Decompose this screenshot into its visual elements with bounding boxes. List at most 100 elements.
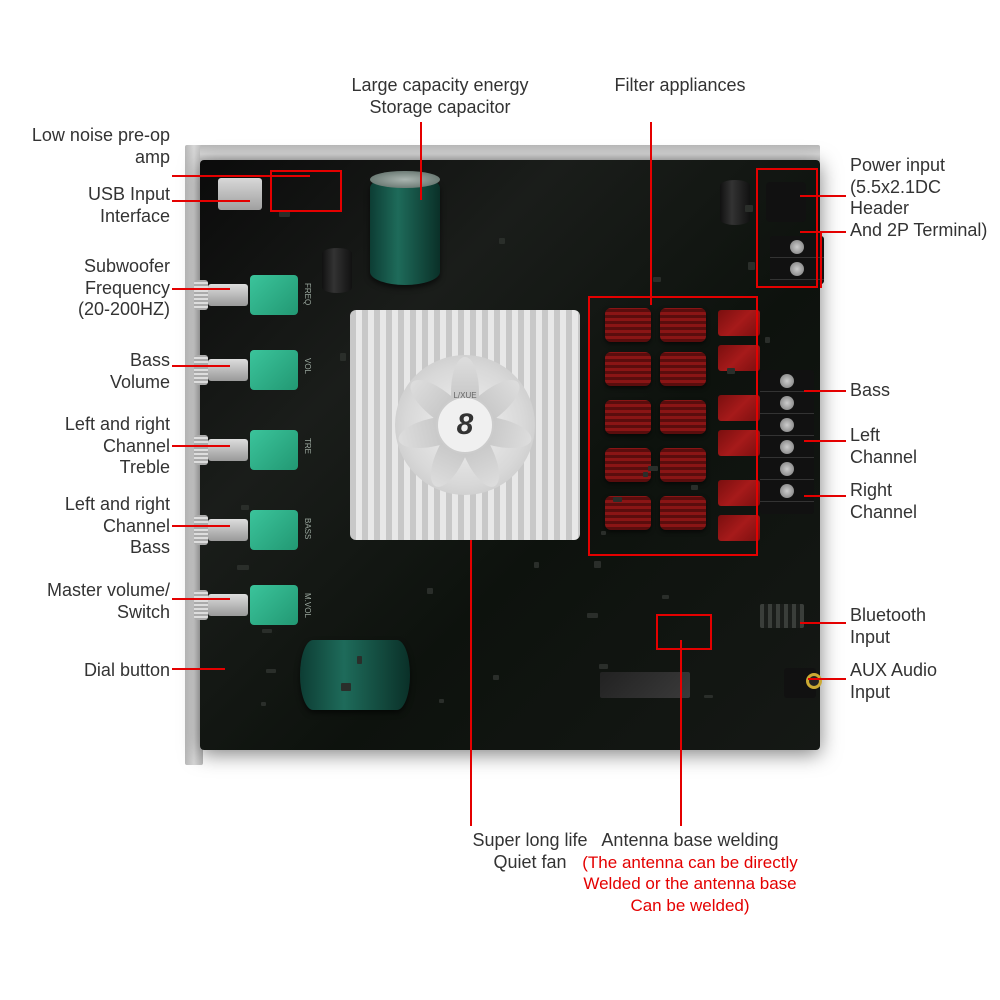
label-usb: USB InputInterface xyxy=(10,184,170,227)
pot-knob xyxy=(194,435,208,465)
pot-shaft xyxy=(208,439,248,461)
terminal-row xyxy=(760,392,814,414)
screw-icon xyxy=(780,418,794,432)
pot-label: FREQ xyxy=(303,283,312,305)
potentiometer: VOL xyxy=(250,350,298,390)
leader-bass xyxy=(804,390,846,392)
smd-component xyxy=(357,656,363,664)
potentiometer: TRE xyxy=(250,430,298,470)
leader-usb xyxy=(172,200,250,202)
pot-label: TRE xyxy=(303,438,312,454)
label-lrbass: Left and rightChannelBass xyxy=(10,494,170,559)
aux-jack xyxy=(784,668,816,698)
label-left: LeftChannel xyxy=(850,425,990,468)
leader-storagecap xyxy=(420,122,422,200)
aux-ring xyxy=(806,673,822,689)
leader-fan xyxy=(470,540,472,826)
screw-icon xyxy=(780,374,794,388)
fan-hub: 8 xyxy=(436,396,494,454)
capacitor-small xyxy=(720,180,750,225)
label-aux: AUX AudioInput xyxy=(850,660,990,703)
label-preop: Low noise pre-op amp xyxy=(10,125,170,168)
smd-component xyxy=(237,565,249,570)
pot-knob xyxy=(194,280,208,310)
leader-lrbass xyxy=(172,525,230,527)
potentiometer: BASS xyxy=(250,510,298,550)
leader-preop xyxy=(172,175,310,177)
screw-icon xyxy=(780,484,794,498)
terminal-row xyxy=(760,480,814,502)
label-right: RightChannel xyxy=(850,480,990,523)
smd-component xyxy=(653,277,661,282)
label-antenna: Antenna base welding(The antenna can be … xyxy=(560,830,820,916)
smd-component xyxy=(427,588,434,594)
screw-icon xyxy=(780,396,794,410)
potentiometer: FREQ xyxy=(250,275,298,315)
pot-shaft xyxy=(208,359,248,381)
smd-component xyxy=(599,664,608,669)
smd-component xyxy=(261,702,266,705)
leader-pwr xyxy=(800,195,846,197)
pot-knob xyxy=(194,355,208,385)
capacitor-large xyxy=(370,175,440,285)
leader-dial xyxy=(172,668,225,670)
pot-label: M.VOL xyxy=(303,593,312,618)
leader-bassvol xyxy=(172,365,230,367)
smd-component xyxy=(748,262,755,270)
smd-component xyxy=(704,695,713,698)
callout-box-power-region xyxy=(756,168,818,288)
pot-knob xyxy=(194,515,208,545)
leader-subfreq xyxy=(172,288,230,290)
label-subfreq: SubwooferFrequency(20-200HZ) xyxy=(10,256,170,321)
smd-component xyxy=(439,699,444,703)
smd-component xyxy=(594,561,601,568)
smd-component xyxy=(262,629,272,633)
label-pwr: Power input(5.5x2.1DC HeaderAnd 2P Termi… xyxy=(850,155,990,241)
fan: L/XUE8 xyxy=(395,355,535,495)
usb-port xyxy=(218,178,262,210)
pot-shaft xyxy=(208,519,248,541)
leader-left xyxy=(804,440,846,442)
capacitor-small xyxy=(322,248,352,293)
smd-component xyxy=(534,562,539,568)
terminal-row xyxy=(760,370,814,392)
leader-pwr-v xyxy=(820,231,822,288)
pot-label: VOL xyxy=(303,358,312,374)
terminal-row xyxy=(760,414,814,436)
capacitor-top xyxy=(370,171,440,189)
leader-bt xyxy=(800,622,846,624)
smd-component xyxy=(241,505,249,509)
fan-brand: L/XUE xyxy=(453,391,476,400)
smd-component xyxy=(266,669,275,673)
smd-component xyxy=(765,337,770,342)
potentiometer: M.VOL xyxy=(250,585,298,625)
pot-knob xyxy=(194,590,208,620)
leader-antenna xyxy=(680,640,682,826)
label-treble: Left and rightChannelTreble xyxy=(10,414,170,479)
smd-component xyxy=(493,675,499,680)
callout-box-filter-region xyxy=(588,296,758,556)
callout-box-antenna-region xyxy=(656,614,712,650)
smd-component xyxy=(341,683,351,690)
label-bassvol: BassVolume xyxy=(10,350,170,393)
smd-component xyxy=(499,238,505,244)
label-filter: Filter appliances xyxy=(570,75,790,97)
heatsink: L/XUE8 xyxy=(350,310,580,540)
capacitor-large xyxy=(300,640,410,710)
label-bt: BluetoothInput xyxy=(850,605,990,648)
smd-component xyxy=(662,595,670,599)
label-bass: Bass xyxy=(850,380,990,402)
leader-filter xyxy=(650,122,652,305)
leader-right xyxy=(804,495,846,497)
leader-pwr-h2 xyxy=(800,231,846,233)
antenna-pads xyxy=(760,604,804,628)
label-master: Master volume/Switch xyxy=(10,580,170,623)
leader-master xyxy=(172,598,230,600)
bluetooth-chip xyxy=(600,672,690,698)
leader-aux xyxy=(808,678,846,680)
terminal-row xyxy=(760,458,814,480)
screw-icon xyxy=(780,462,794,476)
screw-icon xyxy=(780,440,794,454)
label-storagecap: Large capacity energyStorage capacitor xyxy=(330,75,550,118)
smd-component xyxy=(340,353,346,361)
